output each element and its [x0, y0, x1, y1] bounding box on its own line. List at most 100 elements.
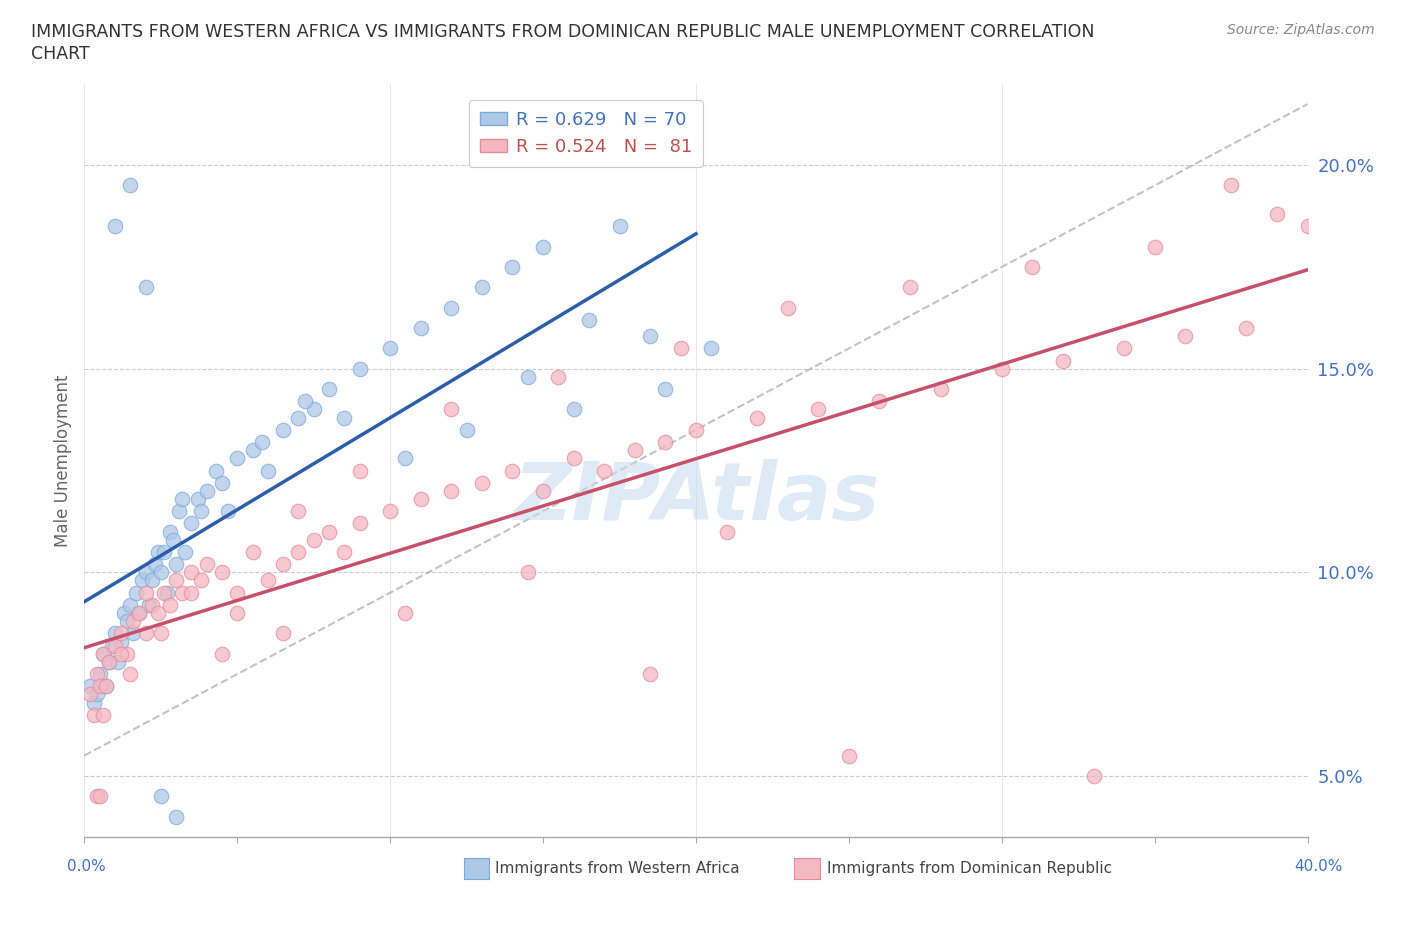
Point	[929, 381, 952, 396]
Point	[120, 597, 142, 612]
Point	[257, 463, 280, 478]
Point	[271, 422, 294, 437]
Point	[86, 667, 108, 682]
Point	[211, 565, 233, 579]
Point	[287, 410, 309, 425]
Point	[107, 655, 129, 670]
Point	[211, 475, 233, 490]
Point	[869, 394, 891, 409]
Point	[91, 646, 114, 661]
Y-axis label: Male Unemployment: Male Unemployment	[53, 374, 72, 547]
Point	[440, 300, 463, 315]
Point	[149, 565, 172, 579]
Text: ZIPAtlas: ZIPAtlas	[513, 459, 879, 537]
Point	[302, 402, 325, 417]
Point	[159, 597, 181, 612]
Point	[149, 626, 172, 641]
Point	[180, 585, 202, 600]
Point	[165, 557, 187, 572]
Point	[502, 463, 524, 478]
Point	[135, 565, 157, 579]
Text: Immigrants from Western Africa: Immigrants from Western Africa	[495, 861, 740, 876]
Point	[115, 646, 138, 661]
Point	[190, 504, 212, 519]
Point	[333, 545, 356, 560]
Point	[294, 394, 316, 409]
Point	[838, 748, 860, 763]
Point	[471, 475, 494, 490]
Point	[104, 219, 127, 233]
Point	[898, 280, 921, 295]
Point	[195, 484, 218, 498]
Point	[89, 679, 111, 694]
Point	[394, 605, 416, 620]
Point	[120, 667, 142, 682]
Point	[91, 708, 114, 723]
Point	[83, 696, 105, 711]
Point	[128, 605, 150, 620]
Point	[86, 789, 108, 804]
Point	[1236, 321, 1258, 336]
Point	[195, 557, 218, 572]
Point	[172, 492, 194, 507]
Point	[349, 361, 371, 376]
Point	[153, 545, 176, 560]
Point	[638, 328, 661, 343]
Point	[89, 789, 111, 804]
Point	[716, 525, 738, 539]
Point	[807, 402, 830, 417]
Point	[110, 646, 132, 661]
Point	[471, 280, 494, 295]
Point	[242, 545, 264, 560]
Point	[94, 679, 117, 694]
Point	[333, 410, 356, 425]
Point	[242, 443, 264, 458]
Point	[83, 708, 105, 723]
Point	[141, 597, 163, 612]
Point	[1296, 219, 1319, 233]
Point	[174, 545, 197, 560]
Point	[302, 532, 325, 547]
Point	[226, 451, 249, 466]
Point	[624, 443, 647, 458]
Point	[593, 463, 616, 478]
Text: Immigrants from Dominican Republic: Immigrants from Dominican Republic	[827, 861, 1112, 876]
Point	[257, 573, 280, 588]
Point	[211, 646, 233, 661]
Point	[318, 381, 340, 396]
Point	[1174, 328, 1197, 343]
Point	[562, 451, 585, 466]
Point	[287, 545, 309, 560]
Point	[165, 809, 187, 824]
Point	[167, 504, 190, 519]
Point	[125, 585, 148, 600]
Point	[991, 361, 1014, 376]
Point	[159, 525, 181, 539]
Point	[112, 605, 135, 620]
Point	[531, 239, 554, 254]
Point	[115, 614, 138, 629]
Point	[1052, 353, 1074, 368]
Text: CHART: CHART	[31, 45, 90, 62]
Point	[79, 687, 101, 702]
Point	[86, 687, 108, 702]
Point	[146, 545, 169, 560]
Text: IMMIGRANTS FROM WESTERN AFRICA VS IMMIGRANTS FROM DOMINICAN REPUBLIC MALE UNEMPL: IMMIGRANTS FROM WESTERN AFRICA VS IMMIGR…	[31, 23, 1094, 41]
Point	[669, 341, 692, 356]
Point	[271, 557, 294, 572]
Point	[1114, 341, 1136, 356]
Point	[409, 321, 432, 336]
Point	[562, 402, 585, 417]
Point	[110, 634, 132, 649]
Point	[110, 626, 132, 641]
Text: 40.0%: 40.0%	[1295, 859, 1343, 874]
Point	[205, 463, 228, 478]
Text: 0.0%: 0.0%	[67, 859, 107, 874]
Point	[131, 573, 153, 588]
Point	[128, 605, 150, 620]
Point	[104, 626, 127, 641]
Point	[97, 655, 120, 670]
Point	[440, 402, 463, 417]
Legend: R = 0.629   N = 70, R = 0.524   N =  81: R = 0.629 N = 70, R = 0.524 N = 81	[468, 100, 703, 167]
Point	[609, 219, 631, 233]
